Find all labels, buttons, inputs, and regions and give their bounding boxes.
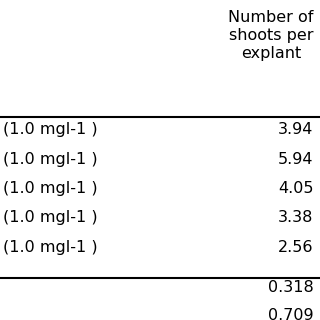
Text: 2.56: 2.56 <box>278 240 314 255</box>
Text: (1.0 mgl-1 ): (1.0 mgl-1 ) <box>3 181 98 196</box>
Text: (1.0 mgl-1 ): (1.0 mgl-1 ) <box>3 240 98 255</box>
Text: (1.0 mgl-1 ): (1.0 mgl-1 ) <box>3 152 98 166</box>
Text: 3.38: 3.38 <box>278 211 314 225</box>
Text: 3.94: 3.94 <box>278 122 314 137</box>
Text: 4.05: 4.05 <box>278 181 314 196</box>
Text: (1.0 mgl-1 ): (1.0 mgl-1 ) <box>3 122 98 137</box>
Text: Number of
shoots per
explant: Number of shoots per explant <box>228 10 314 60</box>
Text: (1.0 mgl-1 ): (1.0 mgl-1 ) <box>3 211 98 225</box>
Text: 0.709: 0.709 <box>268 308 314 320</box>
Text: 0.318: 0.318 <box>268 281 314 295</box>
Text: 5.94: 5.94 <box>278 152 314 166</box>
